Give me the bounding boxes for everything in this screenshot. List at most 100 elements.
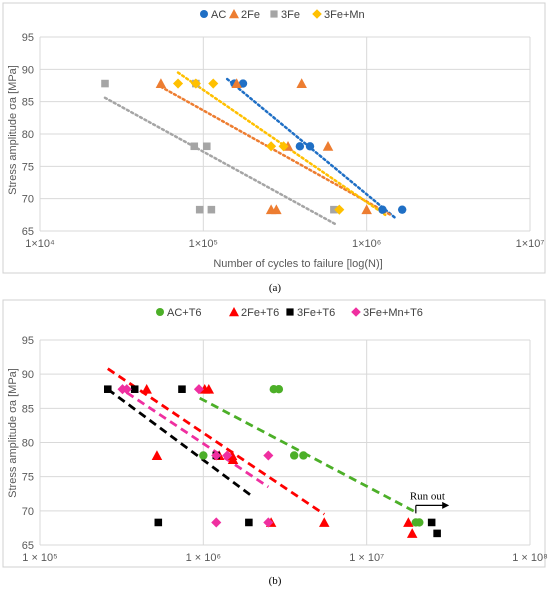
- x-tick-label: 1 × 10⁶: [186, 552, 221, 564]
- data-point-2fe: [296, 78, 307, 89]
- legend-marker-ac: [200, 10, 208, 18]
- y-tick-label: 80: [22, 438, 34, 450]
- data-point-ac: [305, 142, 315, 151]
- legend-marker-3fe-mn-t6: [351, 307, 361, 317]
- data-point-2fe: [231, 78, 242, 89]
- trendline-3fe-t6: [106, 388, 252, 497]
- x-tick-label: 1×10⁷: [516, 238, 545, 250]
- y-tick-label: 95: [22, 335, 34, 347]
- data-point-3fe-mn-t6: [222, 450, 233, 461]
- data-point-3fe-mn-t6: [193, 384, 204, 395]
- caption-b: (b): [269, 575, 282, 587]
- chart-b-points: [103, 383, 441, 538]
- legend-marker-3fe-mn: [312, 9, 322, 19]
- data-point-2fe-t6: [151, 450, 163, 460]
- data-point-3fe-t6: [178, 385, 186, 393]
- data-point-3fe-t6: [245, 518, 253, 527]
- legend-label: 2Fe: [241, 9, 260, 21]
- y-tick-label: 85: [22, 97, 34, 109]
- legend-marker-2fe-t6: [229, 307, 239, 317]
- data-point-3fe-mn: [208, 78, 219, 89]
- chart-b-border: [2, 299, 546, 568]
- x-tick-label: 1 × 10⁵: [22, 552, 57, 564]
- data-point-ac-t6: [289, 451, 299, 460]
- legend-label: 3Fe+Mn: [324, 9, 365, 21]
- data-point-2fe-t6: [227, 454, 239, 465]
- chart-b-legend: AC+T6 2Fe+T6 3Fe+T6 3Fe+Mn+T6: [156, 307, 423, 319]
- chart-panel-a: 65 70 75 80 85 90 95 1×10⁴ 1×10⁵ 1×10⁶ 1×10⁷ AC 2Fe…: [2, 2, 546, 274]
- x-tick-label: 1×10⁶: [352, 238, 381, 250]
- data-point-3fe: [330, 205, 338, 214]
- data-point-3fe-t6: [103, 385, 112, 393]
- data-point-ac-t6: [415, 518, 424, 527]
- chart-b-tick-labels: 65 70 75 80 85 90 95 1 × 10⁵ 1 × 10⁶ 1 × 10⁷ 1 × 1…: [22, 335, 548, 564]
- data-point-2fe: [155, 78, 167, 89]
- data-point-3fe-t6: [130, 385, 139, 393]
- data-point-3fe-mn-t6: [211, 517, 222, 528]
- data-point-3fe-mn-t6: [211, 450, 222, 461]
- data-point-ac: [238, 79, 248, 88]
- y-tick-label: 95: [22, 32, 34, 44]
- data-point-ac-t6: [274, 385, 284, 394]
- data-point-ac-t6: [299, 451, 308, 460]
- legend-label: 3Fe+Mn+T6: [363, 307, 423, 319]
- legend-marker-3fe: [270, 10, 278, 18]
- y-tick-label: 65: [22, 226, 34, 238]
- chart-a-y-axis-title: Stress amplitude σa [MPa]: [7, 65, 19, 195]
- y-tick-label: 65: [22, 540, 34, 552]
- data-point-3fe-mn: [266, 141, 277, 152]
- trendline-3fe: [103, 96, 338, 226]
- legend-marker-2fe: [229, 9, 239, 19]
- data-point-3fe-mn-t6: [263, 450, 274, 461]
- legend-marker-3fe-t6: [286, 308, 294, 316]
- data-point-ac: [295, 142, 305, 151]
- data-point-3fe-mn: [334, 204, 345, 215]
- legend-label: 3Fe: [281, 9, 300, 21]
- data-point-2fe: [271, 204, 282, 215]
- chart-a-legend: AC 2Fe 3Fe 3Fe+Mn: [200, 9, 365, 21]
- data-point-3fe: [203, 142, 211, 151]
- data-point-2fe: [361, 204, 372, 215]
- chart-b-trendlines: [106, 367, 417, 516]
- x-tick-label: 1×10⁴: [25, 238, 55, 250]
- y-tick-label: 80: [22, 129, 34, 141]
- caption-a: (a): [269, 282, 282, 294]
- data-point-2fe-t6: [141, 383, 152, 394]
- x-tick-label: 1×10⁵: [189, 238, 218, 250]
- y-tick-label: 75: [22, 472, 34, 484]
- data-point-2fe-t6: [403, 517, 414, 527]
- data-point-3fe-t6: [154, 518, 163, 527]
- data-point-ac: [397, 205, 407, 214]
- chart-a-points: [101, 78, 407, 215]
- legend-label: 2Fe+T6: [241, 307, 279, 319]
- run-out-arrow-head: [442, 501, 450, 509]
- data-point-3fe-mn-t6: [263, 517, 274, 528]
- data-point-3fe: [207, 205, 216, 214]
- y-tick-label: 75: [22, 161, 34, 173]
- legend-label: AC: [211, 9, 226, 21]
- x-tick-label: 1 × 10⁸: [512, 552, 548, 564]
- data-point-3fe-mn: [172, 78, 184, 89]
- chart-b-y-axis-title: Stress amplitude σa [MPa]: [7, 368, 19, 498]
- trendline-3fe-mn-t6: [126, 391, 270, 489]
- data-point-ac: [378, 205, 387, 214]
- trendline-2fe-t6: [106, 367, 326, 516]
- legend-label: AC+T6: [167, 307, 202, 319]
- data-point-3fe-mn: [190, 78, 201, 89]
- data-point-3fe: [101, 79, 109, 88]
- data-point-2fe-t6: [203, 383, 215, 394]
- data-point-2fe-t6: [406, 528, 418, 538]
- y-tick-label: 90: [22, 369, 34, 381]
- data-point-2fe-t6: [319, 517, 330, 527]
- data-point-3fe-t6: [433, 529, 441, 538]
- data-point-3fe: [190, 142, 199, 151]
- chart-a-gridlines: [39, 36, 531, 232]
- data-point-3fe-mn: [278, 141, 289, 152]
- data-point-ac-t6: [199, 451, 208, 460]
- chart-a-trendlines: [103, 71, 397, 226]
- chart-a-tick-labels: 65 70 75 80 85 90 95 1×10⁴ 1×10⁵ 1×10⁶ 1×10⁷: [22, 32, 545, 250]
- data-point-3fe: [195, 205, 204, 214]
- chart-a-x-axis-title: Number of cycles to failure [log(N)]: [213, 258, 382, 270]
- data-point-2fe: [322, 141, 334, 151]
- legend-marker-ac-t6: [156, 308, 164, 316]
